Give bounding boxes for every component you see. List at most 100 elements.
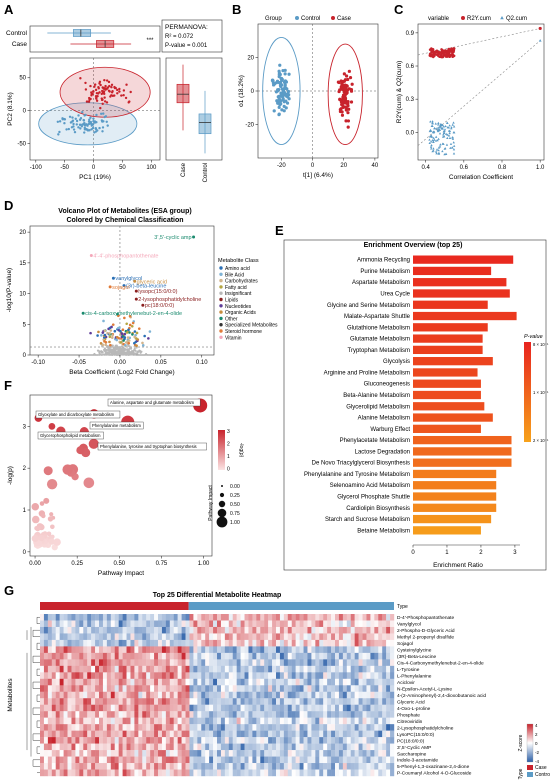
heatmap-cell (75, 698, 80, 705)
metabolite-label: Methyl 2-propenyl disulfide (397, 635, 454, 641)
legend-title: P-value (524, 334, 543, 340)
legend-title: Group (265, 16, 282, 22)
heatmap-cell (169, 717, 174, 725)
heatmap-cell (154, 672, 159, 679)
enrichment-bar (413, 526, 481, 535)
heatmap-cell (91, 626, 96, 634)
heatmap-cell (252, 704, 257, 712)
heatmap-cell (386, 698, 391, 705)
pathway-label: Arginine and Proline Metabolism (324, 370, 410, 376)
heatmap-cell (173, 750, 178, 757)
heatmap-cell (244, 698, 249, 705)
heatmap-cell (189, 646, 194, 654)
heatmap-cell (71, 698, 76, 705)
significant-point (119, 341, 123, 344)
heatmap-cell (346, 652, 351, 660)
heatmap-cell (165, 672, 170, 679)
heatmap-cell (87, 665, 92, 673)
pca-point-case (103, 96, 106, 99)
heatmap-cell (106, 614, 111, 621)
heatmap-cell (264, 659, 269, 667)
heatmap-cell (205, 717, 210, 725)
r2y-point (440, 48, 443, 51)
heatmap-cell (354, 685, 359, 692)
heatmap-cell (193, 750, 198, 757)
heatmap-cell (169, 614, 174, 621)
heatmap-cell (350, 750, 355, 757)
heatmap-cell (244, 704, 249, 712)
pca-point-control (71, 120, 74, 123)
heatmap-cell (201, 717, 206, 725)
heatmap-cell (142, 620, 147, 628)
heatmap-cell (83, 639, 88, 647)
beta-tick-label: 0.10 (196, 360, 208, 366)
q2-point (434, 127, 438, 130)
insignificant-point (114, 347, 118, 351)
significant-point (119, 329, 122, 333)
heatmap-cell (130, 639, 135, 647)
pca-point-control (58, 120, 62, 123)
heatmap-cell (181, 639, 186, 647)
r2y-point (430, 54, 433, 58)
pca-point-case (110, 83, 114, 87)
heatmap-cell (390, 639, 395, 647)
q2-point (440, 126, 443, 130)
heatmap-cell (335, 659, 340, 667)
heatmap-cell (315, 730, 320, 738)
heatmap-cell (327, 743, 332, 751)
oplsda-point-control (277, 81, 281, 85)
oplsda-point-case (344, 105, 348, 109)
heatmap-cell (295, 652, 300, 660)
heatmap-cell (303, 678, 308, 686)
heatmap-cell (252, 769, 257, 777)
heatmap-cell (173, 743, 178, 751)
heatmap-cell (248, 724, 253, 731)
heatmap-cell (358, 626, 363, 634)
heatmap-cell (362, 698, 367, 705)
heatmap-cell (75, 678, 80, 686)
heatmap-cell (138, 678, 143, 686)
pca-point-case (98, 80, 102, 84)
heatmap-cell (55, 691, 60, 699)
heatmap-cell (185, 737, 190, 744)
heatmap-cell (236, 639, 241, 647)
panel-letter-c: C (394, 2, 404, 17)
heatmap-cell (248, 639, 253, 647)
heatmap-cell (370, 614, 375, 621)
heatmap-cell (350, 626, 355, 634)
heatmap-cell (43, 633, 49, 641)
heatmap-cell (303, 685, 308, 692)
heatmap-cell (390, 685, 395, 692)
pca-point-case (101, 98, 104, 101)
heatmap-cell (331, 711, 336, 718)
legend-key-class (219, 297, 223, 302)
heatmap-cell (224, 691, 229, 699)
insignificant-point (135, 346, 138, 349)
heatmap-cell (252, 711, 257, 718)
heatmap-cell (283, 763, 288, 770)
q2-point (443, 128, 447, 131)
heatmap-cell (146, 691, 151, 699)
heatmap-cell (295, 704, 300, 712)
heatmap-cell (287, 717, 292, 725)
heatmap-cell (110, 652, 115, 660)
heatmap-cell (260, 672, 265, 679)
heatmap-cell (126, 620, 131, 628)
heatmap-cell (291, 698, 296, 705)
heatmap-cell (130, 633, 135, 641)
heatmap-cell (252, 678, 257, 686)
significant-point (117, 336, 120, 340)
heatmap-cell (382, 737, 387, 744)
heatmap-cell (303, 620, 308, 628)
heatmap-cell (114, 614, 119, 621)
heatmap-cell (272, 724, 277, 731)
heatmap-cell (201, 678, 206, 686)
dendrogram-branch (36, 694, 40, 702)
heatmap-cell (303, 659, 308, 667)
heatmap-cell (102, 639, 108, 647)
heatmap-cell (209, 614, 214, 621)
heatmap-cell (114, 750, 119, 757)
heatmap-cell (209, 665, 214, 673)
r2y-point (431, 48, 434, 52)
heatmap-cell (213, 626, 218, 634)
